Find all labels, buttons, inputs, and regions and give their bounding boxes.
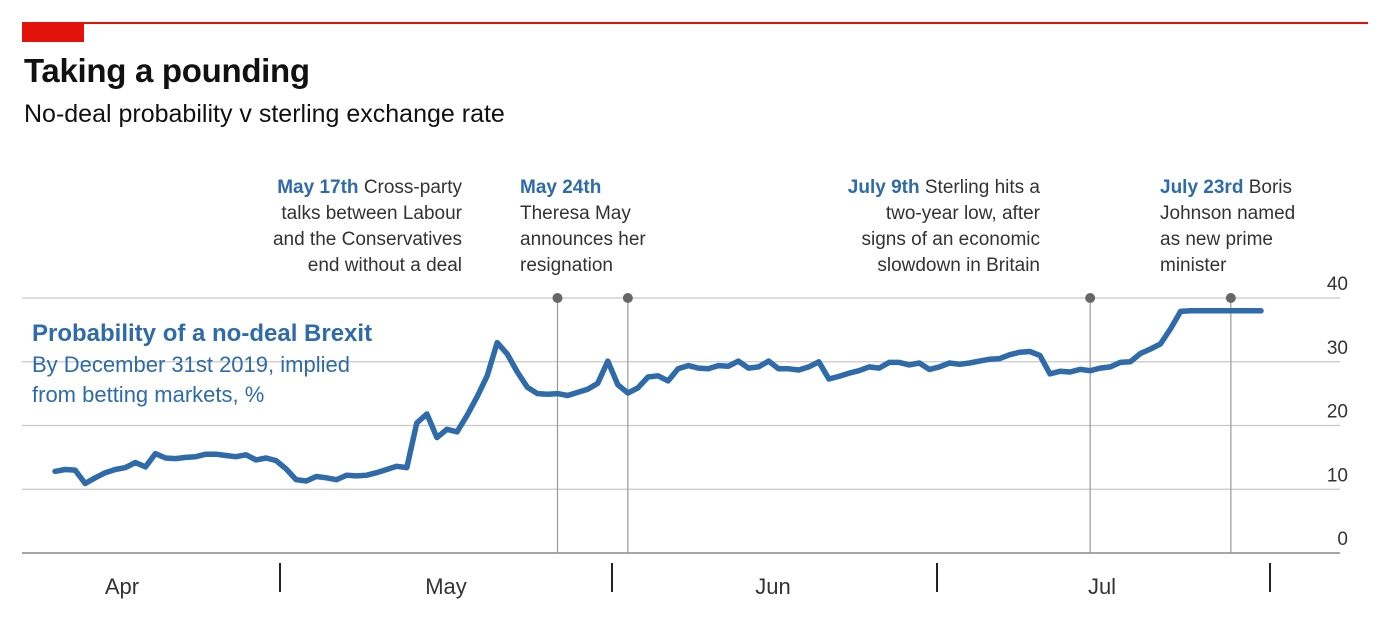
brand-tab: [22, 22, 84, 42]
annotation-text: two-year low, after: [885, 203, 1040, 224]
annotation-date: May 24th: [520, 177, 602, 198]
annotation-text: Boris: [1248, 177, 1293, 198]
chart-title: Taking a pounding: [24, 52, 310, 89]
annotation-dot: [552, 293, 563, 303]
annotation-text: signs of an economic: [861, 229, 1041, 250]
x-tick-label: Jul: [1088, 574, 1116, 599]
legend-description: By December 31st 2019, implied: [32, 352, 350, 377]
y-tick-label: 20: [1327, 402, 1348, 423]
series-legend: Probability of a no-deal Brexit By Decem…: [32, 318, 372, 410]
series-line: [52, 308, 1264, 487]
top-rule: [22, 22, 1368, 24]
annotation-text: as new prime: [1160, 229, 1273, 250]
annotation-date: July 9th: [847, 177, 920, 198]
annotation-text: Theresa May: [520, 203, 631, 224]
y-tick-label: 30: [1327, 338, 1348, 359]
annotation-text: Cross-party: [363, 177, 462, 198]
x-tick-label: May: [425, 574, 467, 599]
y-tick-label: 0: [1337, 529, 1348, 550]
x-tick-label: Jun: [755, 574, 790, 599]
legend-series-name: Probability of a no-deal Brexit: [32, 320, 373, 347]
annotation-dot: [1225, 293, 1236, 303]
annotation-may-24: May 24th Theresa May announces her resig…: [520, 175, 646, 279]
y-tick-label: 40: [1327, 274, 1348, 295]
annotation-text: Johnson named: [1160, 203, 1296, 224]
annotation-jul-23: July 23rd Boris Johnson named as new pri…: [1160, 175, 1295, 279]
annotation-text: minister: [1160, 255, 1227, 276]
annotation-date: July 23rd: [1160, 177, 1244, 198]
annotation-jul-9: July 9th Sterling hits a two-year low, a…: [848, 175, 1040, 279]
annotation-text: resignation: [520, 255, 613, 276]
annotation-text: announces her: [520, 229, 646, 250]
legend-description: from betting markets, %: [32, 382, 265, 407]
annotation-may-17: May 17th Cross-party talks between Labou…: [273, 175, 462, 279]
annotation-text: talks between Labour: [281, 203, 462, 224]
chart-subtitle: No-deal probability v sterling exchange …: [24, 100, 505, 128]
annotation-date: May 17th: [277, 177, 359, 198]
y-tick-label: 10: [1327, 465, 1348, 486]
annotation-text: and the Conservatives: [272, 229, 462, 250]
annotation-dot: [1085, 293, 1096, 303]
annotation-text: Sterling hits a: [924, 177, 1040, 198]
annotation-text: end without a deal: [307, 255, 462, 276]
x-tick-label: Apr: [105, 574, 139, 599]
annotation-dot: [622, 293, 633, 303]
annotation-text: slowdown in Britain: [877, 255, 1040, 276]
